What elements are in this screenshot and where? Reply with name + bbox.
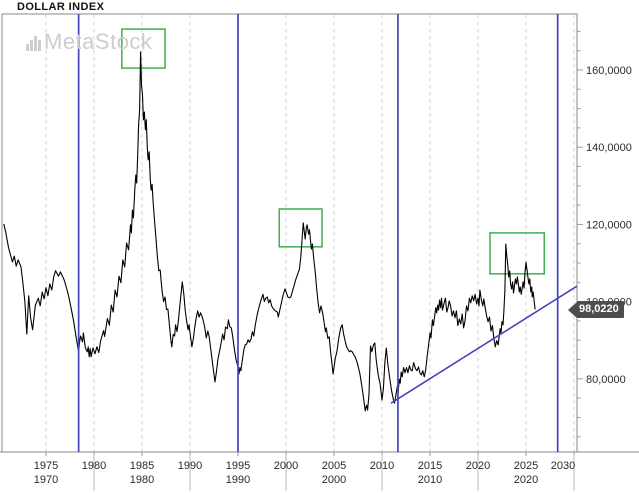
decade-label: 1980 bbox=[130, 474, 154, 486]
price-tag-arrow-icon bbox=[568, 301, 577, 318]
decade-label: 1970 bbox=[34, 474, 58, 486]
y-axis-label: 160,0000 bbox=[586, 65, 632, 77]
y-axis-label: 80,0000 bbox=[586, 374, 626, 386]
cycle-top-box[interactable] bbox=[121, 28, 166, 69]
y-axis-label: 140,0000 bbox=[586, 142, 632, 154]
trend-line[interactable] bbox=[390, 285, 578, 404]
y-axis-label: 120,0000 bbox=[586, 219, 632, 231]
decade-label: 2020 bbox=[514, 474, 538, 486]
plot-border bbox=[1, 13, 578, 453]
x-axis-label: 1975 bbox=[34, 460, 58, 472]
bar-chart-logo-icon bbox=[26, 36, 42, 51]
x-axis-label: 2010 bbox=[370, 460, 394, 472]
cycle-top-box[interactable] bbox=[278, 208, 323, 248]
x-axis-label: 2020 bbox=[466, 460, 490, 472]
x-axis-label: 1990 bbox=[178, 460, 202, 472]
decade-label: 2010 bbox=[418, 474, 442, 486]
x-axis-label: 2005 bbox=[322, 460, 346, 472]
cycle-top-box[interactable] bbox=[489, 232, 545, 275]
decade-label: 1990 bbox=[226, 474, 250, 486]
chart-title: DOLLAR INDEX bbox=[17, 1, 105, 13]
x-axis-label: 1995 bbox=[226, 460, 250, 472]
x-axis-label: 2030 bbox=[551, 460, 575, 472]
metastock-watermark: MetaStock bbox=[26, 30, 152, 54]
price-tag-value: 98,0220 bbox=[577, 301, 624, 318]
last-price-tag: 98,0220 bbox=[568, 301, 624, 318]
watermark-text: MetaStock bbox=[44, 29, 153, 54]
x-axis-label: 1985 bbox=[130, 460, 154, 472]
decade-label: 2000 bbox=[322, 474, 346, 486]
x-axis-label: 1980 bbox=[82, 460, 106, 472]
price-line bbox=[3, 51, 536, 412]
x-axis-label: 2015 bbox=[418, 460, 442, 472]
x-axis-label: 2025 bbox=[514, 460, 538, 472]
x-axis-label: 2000 bbox=[274, 460, 298, 472]
